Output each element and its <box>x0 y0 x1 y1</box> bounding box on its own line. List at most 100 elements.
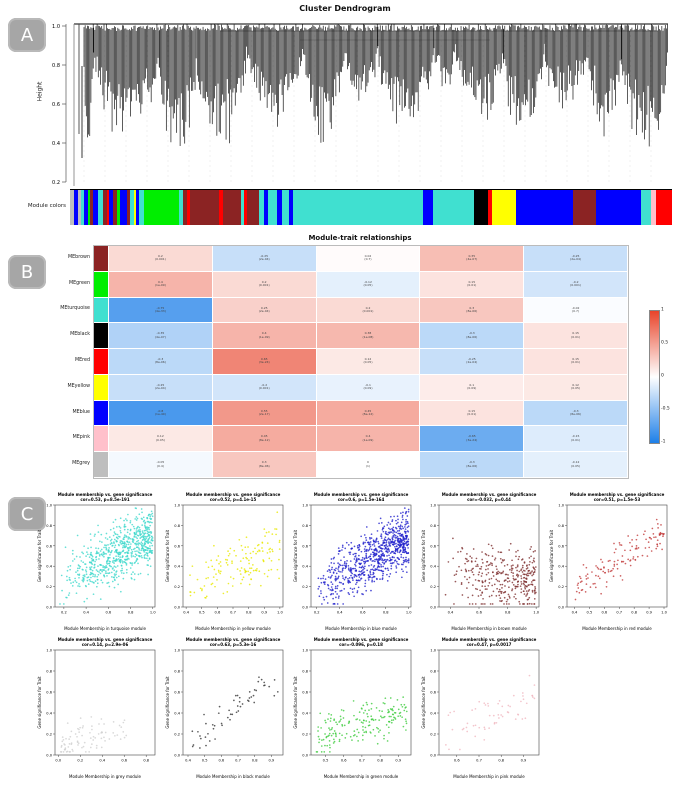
scatter-xtick: 0.2 <box>314 611 320 615</box>
scatter-xtick: 0.6 <box>105 611 111 615</box>
cell-pvalue: (8e-06) <box>570 411 582 416</box>
module-color-segment <box>222 190 241 225</box>
module-color-segment <box>474 190 489 225</box>
heatmap-row: -0.35 (4e-07) 0.4 (1e-09) 0.38 (1e-08) -0.3 (8e… <box>94 323 628 350</box>
scatter-xtick: 0.4 <box>572 611 578 615</box>
scatter-xtick: 0.6 <box>454 759 460 763</box>
scatter-ytick: 0.0 <box>430 754 436 758</box>
scatter-plot-blue: Module membership vs. gene significance c… <box>290 490 414 633</box>
heatmap-cell: -0.25 (2e-04) <box>212 246 316 271</box>
cell-pvalue: (1e-09) <box>258 334 270 339</box>
scatter-plot-red: Module membership vs. gene significance c… <box>546 490 670 633</box>
scatter-canvas: Module membership vs. gene significancec… <box>549 492 668 631</box>
module-color-segment <box>92 190 99 225</box>
scatter-xtick: 0.9 <box>646 611 652 615</box>
scatter-plot-green: Module membership vs. gene significance c… <box>290 635 414 781</box>
heatmap-cell: -0.35 (4e-07) <box>109 323 212 349</box>
colorbar-tick: -1 <box>661 439 666 445</box>
scatter-xtick: 0.5 <box>202 759 208 763</box>
module-color-segment <box>70 190 74 225</box>
module-color-segment <box>282 190 290 225</box>
heatmap-cell: -0.25 (2e-04) <box>109 374 212 400</box>
dendro-ytick: 0.4 <box>52 141 60 147</box>
cell-pvalue: (0.001) <box>258 386 270 391</box>
cell-pvalue: (8e-12) <box>362 411 374 416</box>
cell-pvalue: (1e-09) <box>362 437 374 442</box>
scatter-ytick: 0.4 <box>430 712 436 716</box>
scatter-ytick: 0.8 <box>46 524 52 528</box>
scatter-xtick: 1.0 <box>661 611 667 615</box>
scatter-title: Module membership vs. gene significance <box>58 637 153 642</box>
scatter-xtick: 0.9 <box>268 759 274 763</box>
module-color-segment <box>103 190 107 225</box>
cell-pvalue: (0.09) <box>363 386 373 391</box>
cell-correlation: -0.3 <box>468 460 475 465</box>
heatmap-row: -0.05 (0.4) 0.3 (8e-06) 0 (1) -0.3 (8e-06) -0.12… <box>94 452 628 478</box>
cell-pvalue: (8e-06) <box>154 360 166 365</box>
heatmap-colorbar <box>649 310 660 444</box>
scatter-title: Module membership vs. gene significance <box>186 637 281 642</box>
scatter-canvas: Module membership vs. gene significancec… <box>421 637 540 779</box>
cell-correlation: 0.38 <box>364 331 372 336</box>
cell-correlation: -0.2 <box>572 279 579 284</box>
heatmap-row-label: MEblack <box>70 332 90 338</box>
scatter-ytick: 0.0 <box>558 606 564 610</box>
heatmap-cell: -0.3 (8e-06) <box>420 323 524 349</box>
scatter-ytick: 0.4 <box>174 565 180 569</box>
scatter-plot-brown: Module membership vs. gene significance c… <box>418 490 542 633</box>
scatter-plot-grey: Module membership vs. gene significance c… <box>34 635 158 781</box>
scatter-ytick: 0.4 <box>430 565 436 569</box>
scatter-xtick: 0.9 <box>395 759 401 763</box>
cell-pvalue: (1e-40) <box>154 411 166 416</box>
heatmap-cell: 0.15 (0.01) <box>420 400 524 426</box>
scatter-canvas: Module membership vs. gene significancec… <box>165 492 283 631</box>
cell-correlation: -0.1 <box>365 382 371 387</box>
heatmap-row-label: MEblue <box>72 409 90 415</box>
heatmap-cell: 0.4 (1e-09) <box>316 426 420 452</box>
scatter-xtick: 0.2 <box>61 611 67 615</box>
scatter-subtitle: cor=0.14, p=2.9e-06 <box>82 642 129 647</box>
scatter-ytick: 0.0 <box>430 606 436 610</box>
scatter-ytick: 0.8 <box>302 524 308 528</box>
cell-correlation: -0.15 <box>571 434 580 439</box>
cell-correlation: 0.65 <box>260 357 268 362</box>
scatter-ytick: 0.2 <box>46 733 52 737</box>
cell-correlation: -0.3 <box>468 331 475 336</box>
module-color-segment <box>119 190 127 225</box>
dendrogram-y-axis-label: Height <box>36 81 44 102</box>
heatmap-cell: 0 (1) <box>316 452 420 477</box>
cell-pvalue: (2e-17) <box>258 411 270 416</box>
scatter-x-axis-label: Module Membership in red module <box>582 626 652 631</box>
scatter-xtick: 0.9 <box>521 759 527 763</box>
module-color-segment <box>515 190 573 225</box>
cell-pvalue: (3e-24) <box>258 360 270 365</box>
module-color-segment <box>136 190 139 225</box>
scatter-ytick: 0.6 <box>558 544 564 548</box>
panel-a-badge: A <box>8 18 46 52</box>
module-color-segment <box>179 190 183 225</box>
scatter-plot-turquoise: Module membership vs. gene significance c… <box>34 490 158 633</box>
heatmap-cell: -0.05 (0.4) <box>109 452 212 477</box>
scatter-xtick: 0.5 <box>199 611 205 615</box>
scatter-xtick: 0.6 <box>601 611 607 615</box>
cell-pvalue: (0.001) <box>362 308 374 313</box>
module-color-segment <box>84 190 88 225</box>
heatmap-cell: 0.02 (0.7) <box>316 246 420 271</box>
scatter-ytick: 0.8 <box>174 670 180 674</box>
module-color-segment <box>650 190 656 225</box>
module-color-swatch <box>94 374 108 400</box>
scatter-x-axis-label: Module Membership in pink module <box>453 774 525 779</box>
scatter-ytick: 0.2 <box>430 733 436 737</box>
scatter-xtick: 0.6 <box>121 759 127 763</box>
heatmap-cell: 0.38 (1e-08) <box>316 323 420 349</box>
module-color-segment <box>641 190 651 225</box>
module-color-segment <box>277 190 283 225</box>
cell-correlation: 0.02 <box>364 253 372 258</box>
cell-correlation: 0.4 <box>158 279 163 284</box>
cell-correlation: 0.2 <box>158 253 163 258</box>
heatmap-cell: 0.55 (2e-17) <box>212 400 316 426</box>
cell-pvalue: (8e-06) <box>258 463 270 468</box>
scatter-xtick: 0.8 <box>246 611 252 615</box>
heatmap-row: 0.12 (0.05) 0.45 (8e-12) 0.4 (1e-09) -0.65 (3e-… <box>94 426 628 453</box>
heatmap-row-label: MEbrown <box>68 254 90 260</box>
